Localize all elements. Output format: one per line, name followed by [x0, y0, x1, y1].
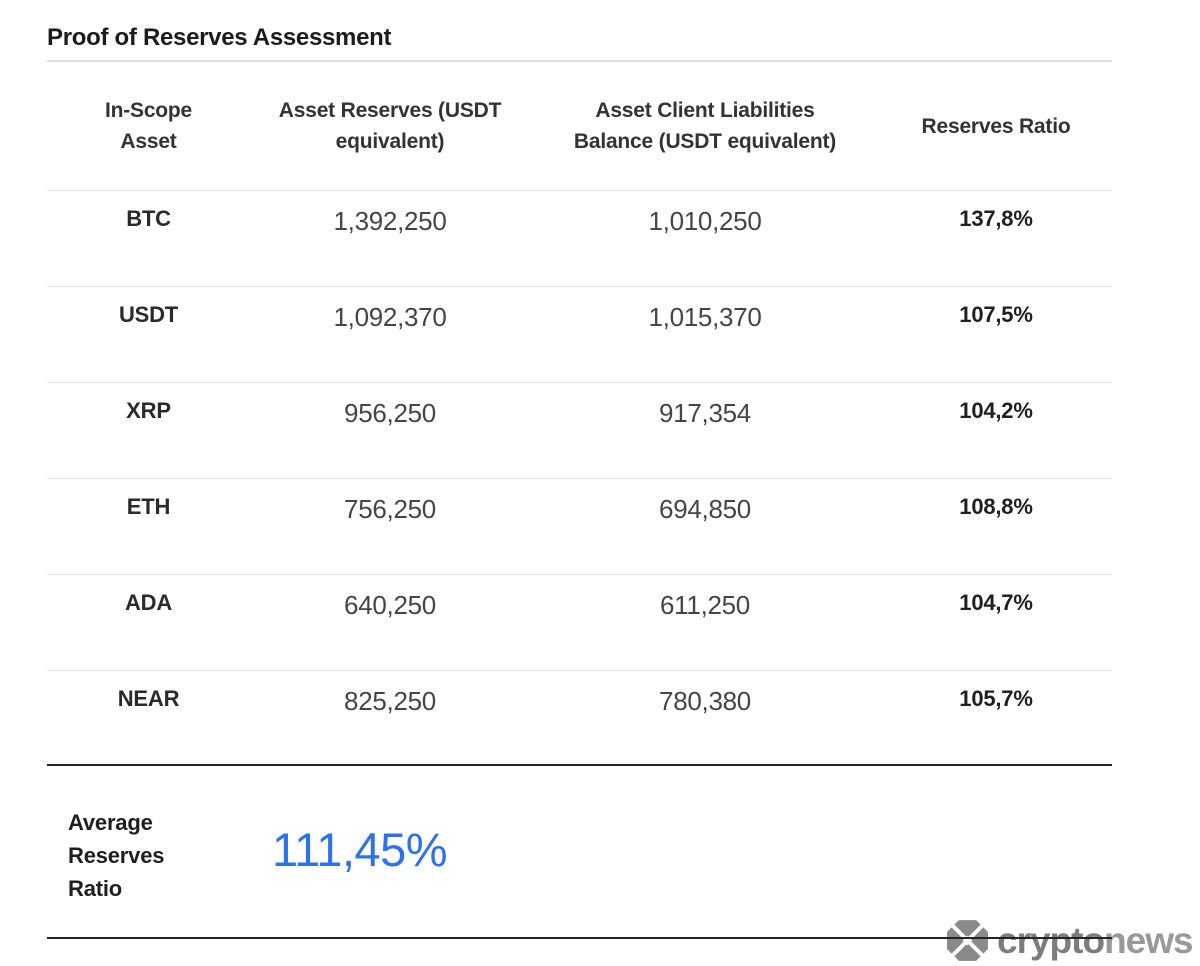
asset-label: ETH: [126, 494, 171, 519]
table-row-eth: ETH 756,250 694,850 108,8%: [47, 478, 1112, 574]
table-row-usdt: USDT 1,092,370 1,015,370 107,5%: [47, 286, 1112, 382]
header-cell-reserves: Asset Reserves (USDT equivalent): [250, 62, 530, 190]
asset-reserves-value: 1,392,250: [333, 206, 447, 236]
cryptonews-shutter-icon: [946, 918, 989, 962]
asset-reserves-value: 640,250: [344, 590, 436, 620]
cryptonews-logo: cryptonews: [946, 915, 1194, 965]
asset-reserves-value: 825,250: [344, 686, 436, 716]
client-liabilities-value: 694,850: [659, 494, 751, 524]
table-row-btc: BTC 1,392,250 1,010,250 137,8%: [47, 190, 1112, 286]
reserves-ratio-value: 105,7%: [959, 686, 1033, 711]
summary-section: Average Reserves Ratio 111,45%: [47, 766, 1112, 937]
average-reserves-ratio-label: Average Reserves Ratio: [68, 810, 165, 901]
asset-label: ADA: [124, 590, 173, 615]
asset-reserves-value: 956,250: [344, 398, 436, 428]
column-header: Reserves Ratio: [921, 114, 1071, 138]
average-reserves-ratio-value: 111,45%: [272, 823, 448, 876]
wordmark-news: news: [1104, 919, 1194, 961]
column-header: Asset Client Liabilities Balance (USDT e…: [573, 99, 837, 153]
column-header: In-Scope Asset: [104, 99, 193, 153]
table-row-near: NEAR 825,250 780,380 105,7%: [47, 670, 1112, 766]
page-title: Proof of Reserves Assessment: [47, 24, 392, 51]
column-header: Asset Reserves (USDT equivalent): [278, 99, 502, 153]
reserves-table: In-Scope Asset Asset Reserves (USDT equi…: [47, 62, 1112, 766]
client-liabilities-value: 917,354: [659, 398, 751, 428]
cryptonews-wordmark: cryptonews: [997, 919, 1194, 962]
asset-reserves-value: 1,092,370: [333, 302, 447, 332]
bottom-rule: [47, 937, 1112, 939]
reserves-ratio-value: 104,7%: [959, 590, 1033, 615]
table-row-ada: ADA 640,250 611,250 104,7%: [47, 574, 1112, 670]
table-header-row: In-Scope Asset Asset Reserves (USDT equi…: [47, 62, 1112, 190]
client-liabilities-value: 1,015,370: [648, 302, 762, 332]
header-cell-ratio: Reserves Ratio: [880, 62, 1112, 190]
asset-label: XRP: [126, 398, 171, 423]
client-liabilities-value: 1,010,250: [648, 206, 762, 236]
title-divider: [47, 60, 1112, 62]
reserves-ratio-value: 104,2%: [959, 398, 1033, 423]
header-cell-liabilities: Asset Client Liabilities Balance (USDT e…: [530, 62, 880, 190]
asset-reserves-value: 756,250: [344, 494, 436, 524]
client-liabilities-value: 611,250: [660, 590, 750, 620]
wordmark-crypto: crypto: [997, 919, 1105, 961]
client-liabilities-value: 780,380: [659, 686, 751, 716]
reserves-ratio-value: 137,8%: [959, 206, 1033, 231]
asset-label: NEAR: [117, 686, 180, 711]
reserves-ratio-value: 108,8%: [959, 494, 1033, 519]
summary-top-rule: [47, 764, 1112, 766]
asset-label: USDT: [118, 302, 179, 327]
table-row-xrp: XRP 956,250 917,354 104,2%: [47, 382, 1112, 478]
reserves-ratio-value: 107,5%: [959, 302, 1033, 327]
header-cell-asset: In-Scope Asset: [47, 62, 250, 190]
asset-label: BTC: [126, 206, 171, 231]
